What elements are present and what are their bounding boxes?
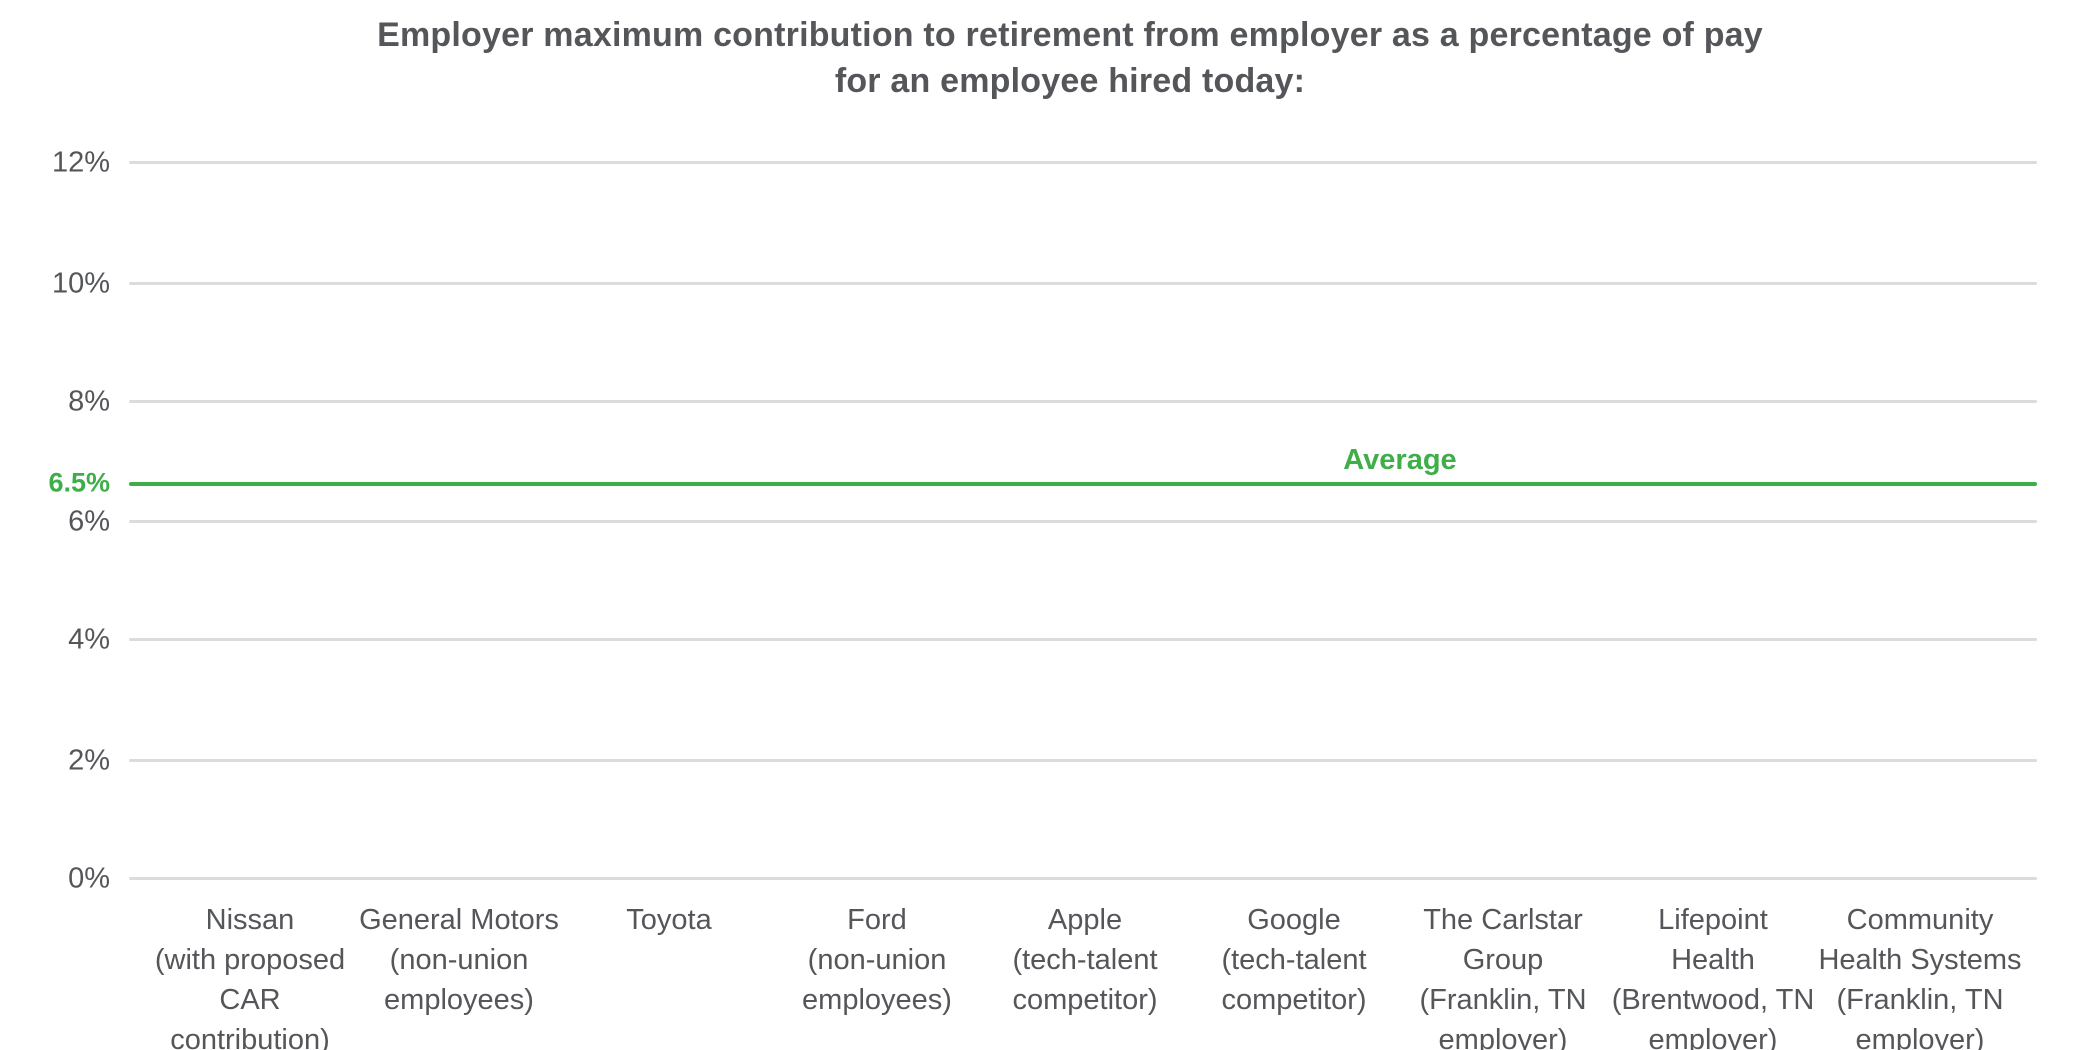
y-tick-6pct: 6% [68, 505, 110, 538]
average-tick-label: 6.5% [48, 467, 110, 498]
gridline-12pct [129, 161, 2037, 164]
x-axis-label-carlstar: The Carlstar Group (Franklin, TN employe… [1419, 904, 1587, 1050]
gridline-8pct [129, 400, 2037, 403]
y-tick-12pct: 12% [51, 146, 110, 179]
gridline-6pct [129, 520, 2037, 523]
x-axis-label-apple: Apple (tech-talent competitor) [1012, 904, 1158, 1016]
gridline-4pct [129, 638, 2037, 641]
x-axis-label-ford: Ford (non-union employees) [802, 904, 952, 1016]
gridline-2pct [129, 759, 2037, 762]
x-axis-label-nissan: Nissan (with proposed CAR contribution) [154, 904, 346, 1050]
y-tick-2pct: 2% [68, 744, 110, 777]
x-axis-label-lifepoint: Lifepoint Health (Brentwood, TN employer… [1611, 904, 1815, 1050]
gridline-10pct [129, 282, 2037, 285]
x-axis-label-chs: Community Health Systems (Franklin, TN e… [1818, 904, 2022, 1050]
average-line-label: Average [1343, 444, 1457, 476]
y-tick-10pct: 10% [51, 267, 110, 300]
y-tick-0pct: 0% [68, 862, 110, 895]
x-axis-label-toyota: Toyota [626, 904, 712, 936]
chart-title-line2: for an employee hired today: [834, 62, 1306, 100]
chart-title: Employer maximum contribution to retirem… [30, 12, 2100, 104]
chart-title-line1: Employer maximum contribution to retirem… [377, 16, 1763, 54]
average-reference-line [129, 482, 2037, 486]
x-axis-label-gm: General Motors (non-union employees) [359, 904, 559, 1016]
y-tick-4pct: 4% [68, 623, 110, 656]
x-axis-label-google: Google (tech-talent competitor) [1221, 904, 1367, 1016]
y-tick-8pct: 8% [68, 385, 110, 418]
gridline-0pct [129, 877, 2037, 880]
